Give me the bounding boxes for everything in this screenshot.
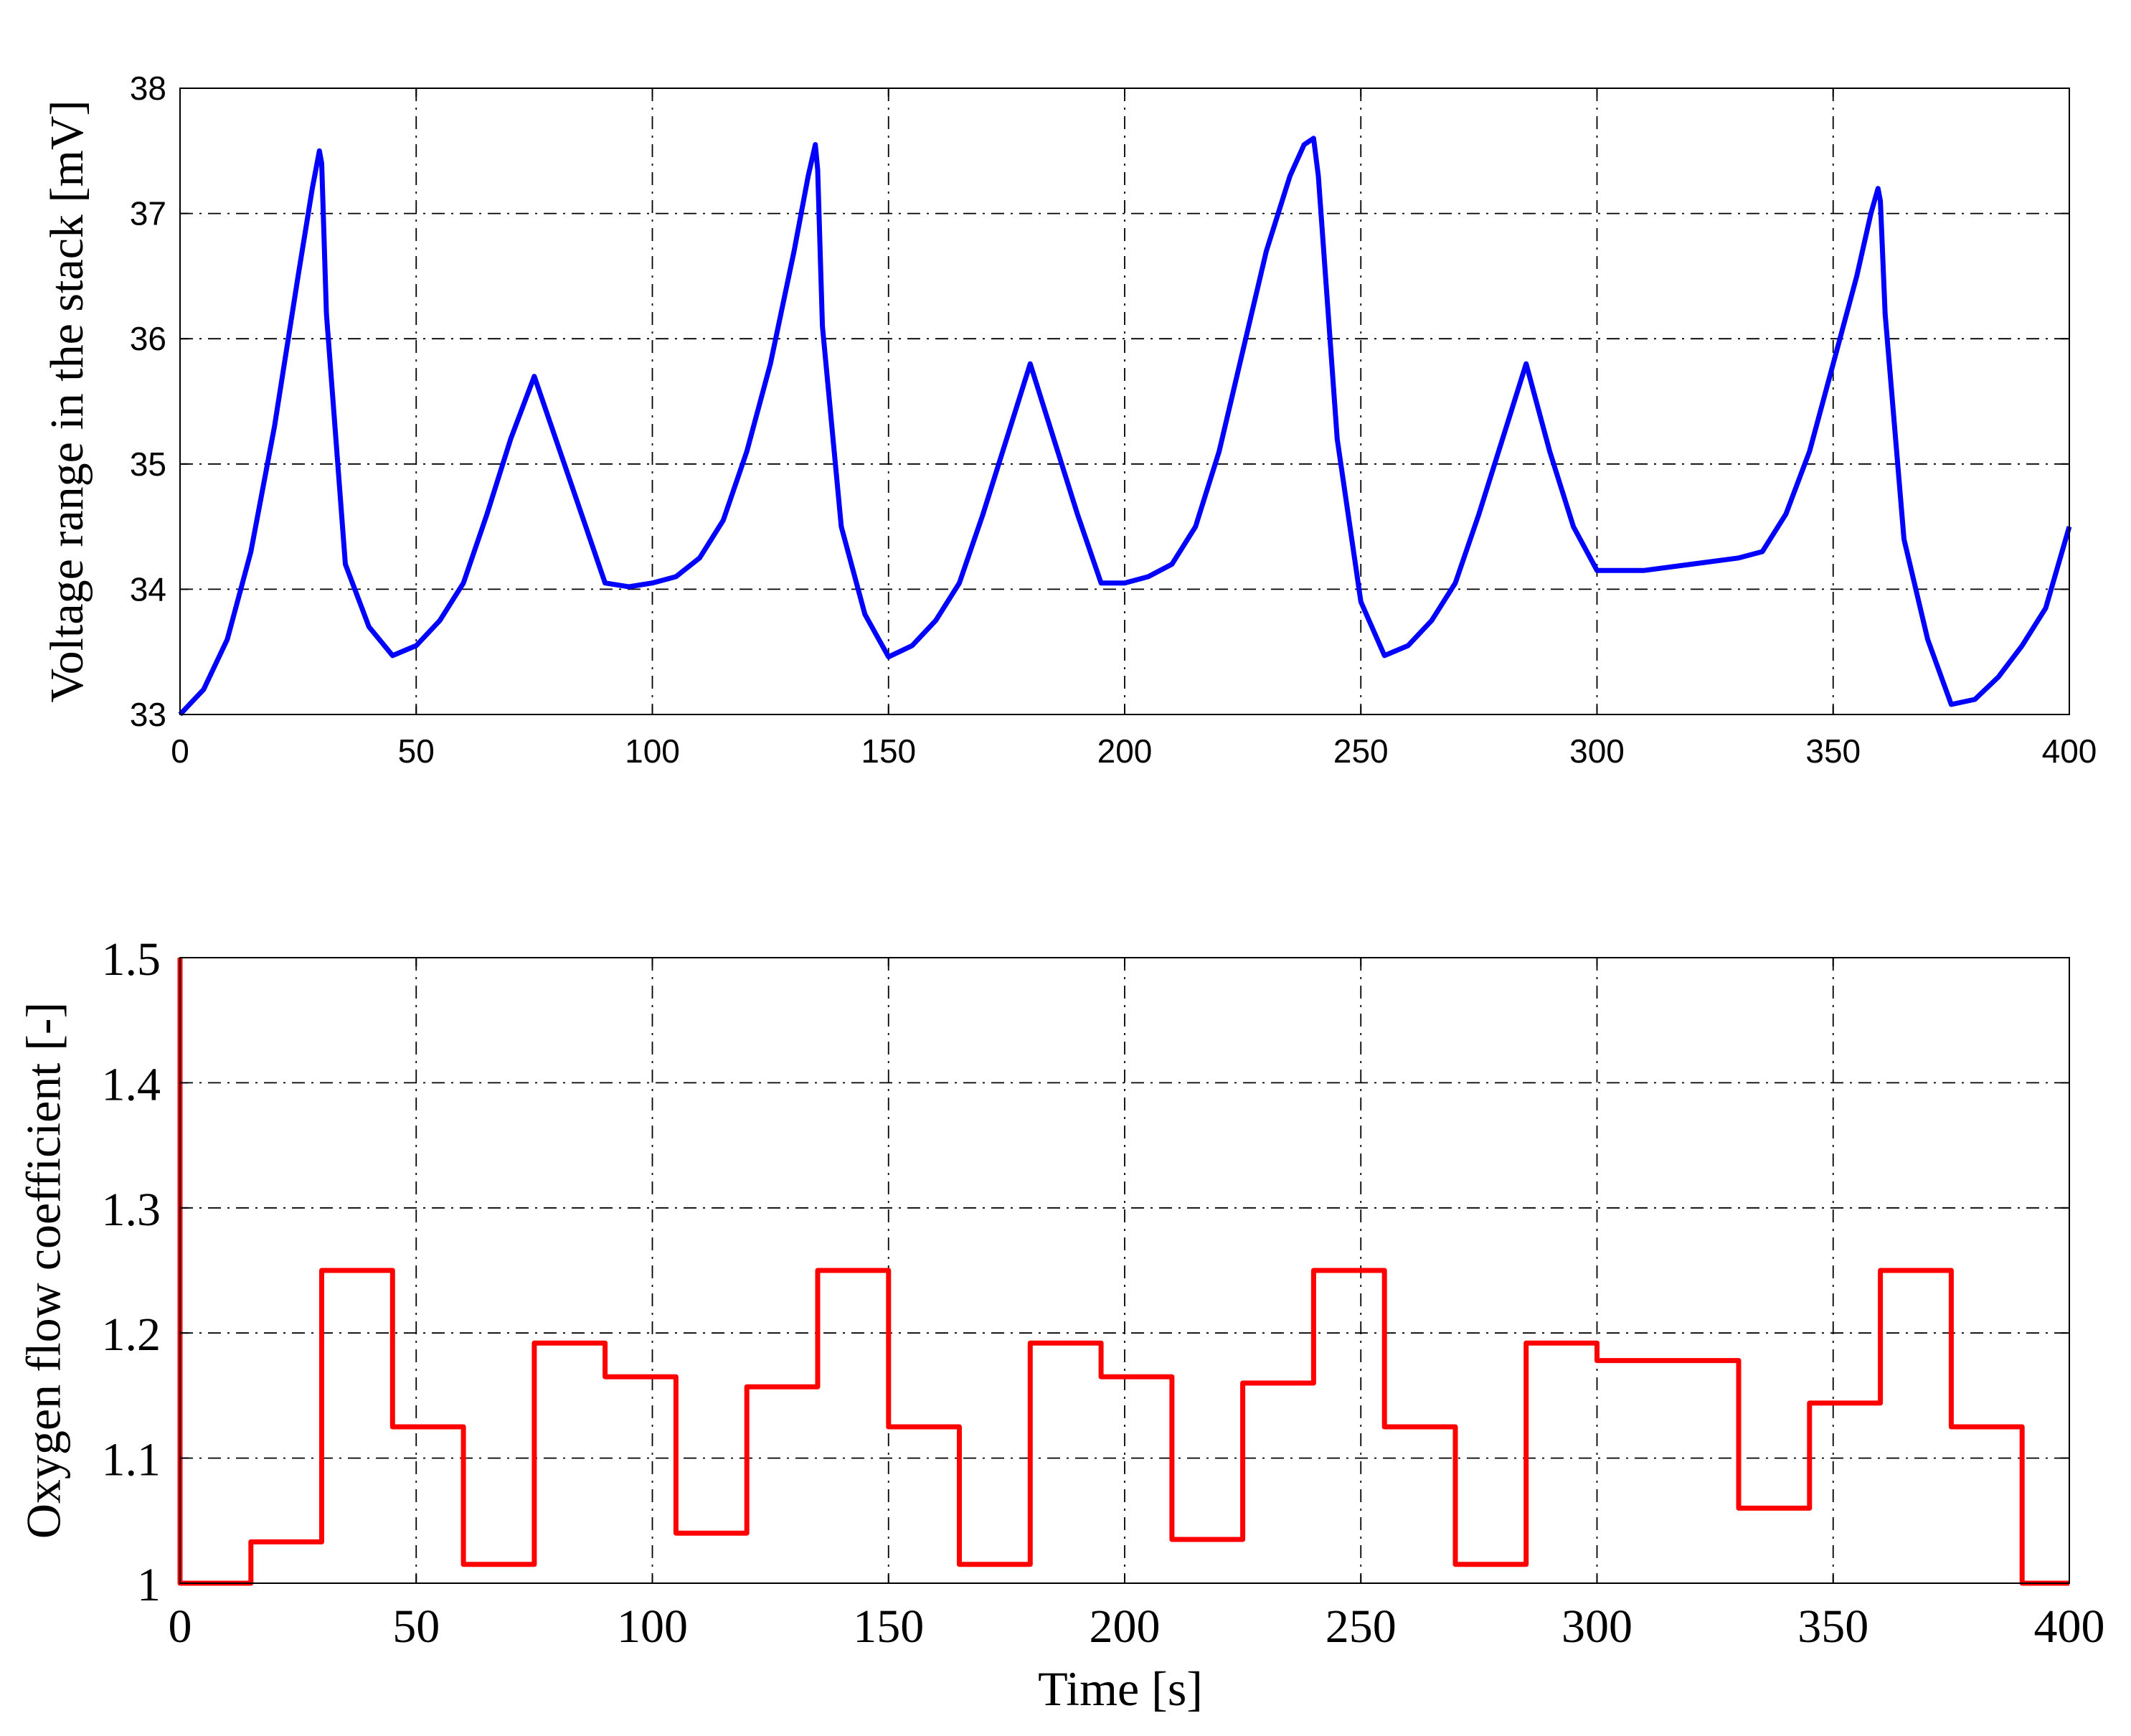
- oxygen-x-tick-label: 250: [1326, 1600, 1397, 1653]
- oxygen-x-tick-label: 350: [1797, 1600, 1868, 1653]
- voltage-x-tick-label: 200: [1097, 732, 1153, 770]
- voltage-y-tick-label: 35: [130, 445, 166, 483]
- oxygen-y-tick-label: 1.3: [102, 1184, 161, 1236]
- voltage-y-tick-label: 36: [130, 320, 166, 357]
- voltage-x-tick-label: 50: [398, 732, 435, 770]
- voltage-y-tick-label: 33: [130, 696, 166, 733]
- voltage-x-tick-label: 400: [2042, 732, 2097, 770]
- voltage-series-line: [178, 136, 2072, 717]
- oxygen-x-tick-label: 150: [853, 1600, 924, 1653]
- oxygen-y-tick-label: 1.4: [102, 1058, 161, 1110]
- voltage-x-tick-label: 350: [1805, 732, 1861, 770]
- oxygen-y-tick-label: 1.1: [102, 1434, 161, 1486]
- voltage-y-tick-label: 34: [130, 570, 166, 608]
- oxygen-x-tick-label: 200: [1090, 1600, 1161, 1653]
- voltage-x-tick-label: 300: [1569, 732, 1625, 770]
- voltage-x-tick-label: 0: [171, 732, 189, 770]
- oxygen-chart: 0 50 100 150 200 250 300 350 400 1 1.1 1.2 1.3 1.4 1.5…: [16, 933, 2105, 1716]
- oxygen-x-tick-label: 0: [169, 1600, 192, 1653]
- oxygen-x-tick-label: 400: [2034, 1600, 2105, 1653]
- voltage-x-tick-label: 150: [861, 732, 916, 770]
- time-x-axis-label: Time [s]: [1038, 1661, 1203, 1716]
- oxygen-x-tick-label: 100: [617, 1600, 688, 1653]
- oxygen-y-tick-label: 1.5: [102, 933, 161, 986]
- oxygen-y-tick-label: 1: [137, 1559, 161, 1611]
- voltage-x-tick-label: 250: [1333, 732, 1389, 770]
- voltage-chart: 0 50 100 150 200 250 300 350 400 33 34 35 36 37 38 Vol…: [41, 70, 2097, 770]
- voltage-y-tick-label: 38: [130, 70, 166, 107]
- oxygen-y-axis-label: Oxygen flow coefficient [-]: [16, 1002, 71, 1539]
- voltage-y-tick-label: 37: [130, 195, 166, 232]
- voltage-y-axis-label: Voltage range in the stack [mV]: [41, 100, 93, 702]
- oxygen-y-tick-label: 1.2: [102, 1308, 161, 1361]
- voltage-x-tick-label: 100: [625, 732, 680, 770]
- oxygen-x-tick-label: 300: [1561, 1600, 1632, 1653]
- oxygen-x-tick-label: 50: [392, 1600, 440, 1653]
- oxygen-series-line: [177, 958, 2069, 1586]
